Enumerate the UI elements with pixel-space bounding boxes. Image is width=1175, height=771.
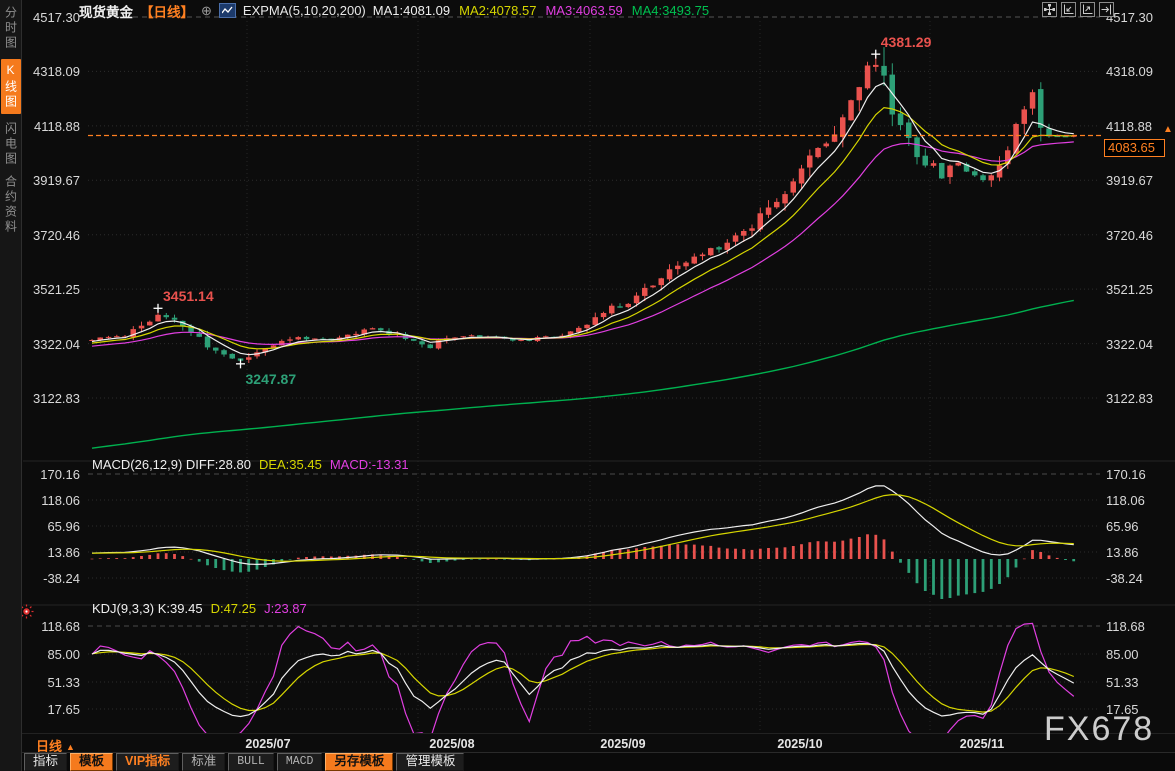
period-selector-label: 日线 xyxy=(36,739,63,754)
toolbar-button-3[interactable]: VIP指标 xyxy=(116,753,180,771)
price-high-annotation: 3451.14 xyxy=(163,288,214,305)
y-axis-label: 4118.88 xyxy=(1106,119,1153,134)
toolbar-button-5[interactable]: BULL xyxy=(228,753,274,771)
y-axis-label: 3919.67 xyxy=(33,173,80,188)
sidebar-tab-2[interactable]: K线图 xyxy=(0,59,21,114)
kdj-axis-label: 85.00 xyxy=(47,647,80,662)
kdj-header-part-1: KDJ(9,3,3) K:39.45 xyxy=(92,601,203,616)
x-axis-date-label: 2025/07 xyxy=(245,737,291,751)
y-axis-label: 4318.09 xyxy=(1106,64,1153,79)
x-axis-date-label: 2025/11 xyxy=(959,737,1005,751)
chart-window-controls xyxy=(1042,2,1114,17)
chart-header: 现货黄金 【日线】 ⊕ EXPMA(5,10,20,200) MA1:4081.… xyxy=(79,2,709,20)
sidebar-tab-1[interactable]: 分时图 xyxy=(3,6,18,51)
kdj-header-part-2: D:47.25 xyxy=(210,601,257,616)
kdj-axis-label: 17.65 xyxy=(1106,702,1139,717)
y-axis-label: 3919.67 xyxy=(1106,173,1153,188)
y-axis-label: 3521.25 xyxy=(1106,282,1153,297)
ma-values: MA1:4081.09 MA2:4078.57 MA3:4063.59 MA4:349… xyxy=(373,3,709,18)
y-axis-label: 3122.83 xyxy=(1106,391,1153,406)
macd-header-part-2: DEA:35.45 xyxy=(258,457,322,472)
toolbar-button-8[interactable]: 管理模板 xyxy=(396,753,465,771)
macd-axis-label: 13.86 xyxy=(47,545,80,560)
x-axis-date-label: 2025/08 xyxy=(429,737,475,751)
ma-value-2: MA2:4078.57 xyxy=(459,3,537,18)
kdj-axis-label: 85.00 xyxy=(1106,647,1139,662)
y-axis-label: 3720.46 xyxy=(33,228,80,243)
macd-axis-label: -38.24 xyxy=(43,571,80,586)
sidebar: 分时图 K线图闪电图合约资料 xyxy=(0,0,22,771)
period-tag[interactable]: 【日线】 xyxy=(140,4,194,20)
period-selector[interactable]: 日线 ▲ xyxy=(36,736,75,755)
kdj-indicator-header: KDJ(9,3,3) K:39.45 D:47.25 J:23.87 xyxy=(92,601,307,616)
toolbar-button-1[interactable]: 指标 xyxy=(24,753,68,771)
sidebar-tab-3[interactable]: 闪电图 xyxy=(3,122,18,167)
macd-axis-label: 65.96 xyxy=(1106,519,1139,534)
y-axis-label: 3122.83 xyxy=(33,391,80,406)
toolbar-button-7[interactable]: 另存模板 xyxy=(325,753,394,771)
crosshair-pan-icon[interactable] xyxy=(1042,2,1057,17)
kdj-axis-label: 17.65 xyxy=(47,702,80,717)
sidebar-tab-4[interactable]: 合约资料 xyxy=(3,175,18,235)
macd-header-part-1: MACD(26,12,9) DIFF:28.80 xyxy=(92,457,251,472)
toolbar-button-4[interactable]: 标准 xyxy=(182,753,226,771)
price-up-arrow-icon: ▲ xyxy=(1163,124,1173,135)
macd-header-part-3: MACD:-13.31 xyxy=(329,457,409,472)
kdj-axis-label: 118.68 xyxy=(1106,619,1145,634)
macd-axis-label: -38.24 xyxy=(1106,571,1143,586)
toolbar-button-2[interactable]: 模板 xyxy=(70,753,114,771)
macd-axis-label: 170.16 xyxy=(40,467,80,482)
toolbar-button-6[interactable]: MACD xyxy=(276,753,323,771)
price-high-annotation: 4381.29 xyxy=(880,34,932,51)
expand-x-axis-icon[interactable] xyxy=(1080,2,1095,17)
scroll-right-icon[interactable] xyxy=(1099,2,1114,17)
price-low-annotation: 3247.87 xyxy=(245,370,297,387)
kdj-axis-label: 51.33 xyxy=(1106,675,1139,690)
macd-axis-label: 118.06 xyxy=(1106,493,1145,508)
kdj-axis-label: 118.68 xyxy=(41,619,80,634)
indicator-template-icon[interactable] xyxy=(218,3,236,18)
x-axis-date-label: 2025/10 xyxy=(777,737,823,751)
y-axis-label: 3521.25 xyxy=(33,282,80,297)
macd-axis-label: 13.86 xyxy=(1106,545,1139,560)
y-axis-label: 3322.04 xyxy=(33,337,80,352)
y-axis-label: 4517.30 xyxy=(33,10,80,25)
add-indicator-icon[interactable]: ⊕ xyxy=(201,3,212,18)
kdj-header-part-3: J:23.87 xyxy=(264,601,307,616)
indicator-name-label: EXPMA(5,10,20,200) xyxy=(242,3,366,18)
kdj-axis-label: 51.33 xyxy=(47,675,80,690)
watermark: FX678 xyxy=(1044,710,1155,748)
alert-dot-icon[interactable] xyxy=(19,604,34,624)
macd-axis-label: 65.96 xyxy=(47,519,80,534)
y-axis-label: 3720.46 xyxy=(1106,228,1153,243)
y-axis-label: 4118.88 xyxy=(33,119,80,134)
macd-axis-label: 118.06 xyxy=(41,493,80,508)
ma-value-1: MA1:4081.09 xyxy=(372,3,451,18)
time-axis-row: 日线 ▲ 2025/07 2025/08 2025/09 2025/10 2025/11 xyxy=(0,733,1175,755)
compress-x-axis-icon[interactable] xyxy=(1061,2,1076,17)
period-selector-arrow-icon: ▲ xyxy=(66,742,75,752)
current-price-tag: 4083.65 xyxy=(1104,139,1165,157)
macd-indicator-header: MACD(26,12,9) DIFF:28.80 DEA:35.45 MACD:-1… xyxy=(92,457,409,472)
ma-value-4: MA4:3493.75 xyxy=(631,3,710,18)
macd-axis-label: 170.16 xyxy=(1106,467,1146,482)
y-axis-label: 4318.09 xyxy=(33,64,80,79)
x-axis-date-label: 2025/09 xyxy=(600,737,646,751)
ma-value-3: MA3:4063.59 xyxy=(545,3,623,18)
y-axis-label: 3322.04 xyxy=(1106,337,1153,352)
bottom-toolbar: 指标 模板 VIP指标 标准 BULL MACD 另存模板 管理模板 xyxy=(24,753,465,771)
y-axis-label: 4517.30 xyxy=(1106,10,1153,25)
symbol-name: 现货黄金 xyxy=(79,4,133,20)
